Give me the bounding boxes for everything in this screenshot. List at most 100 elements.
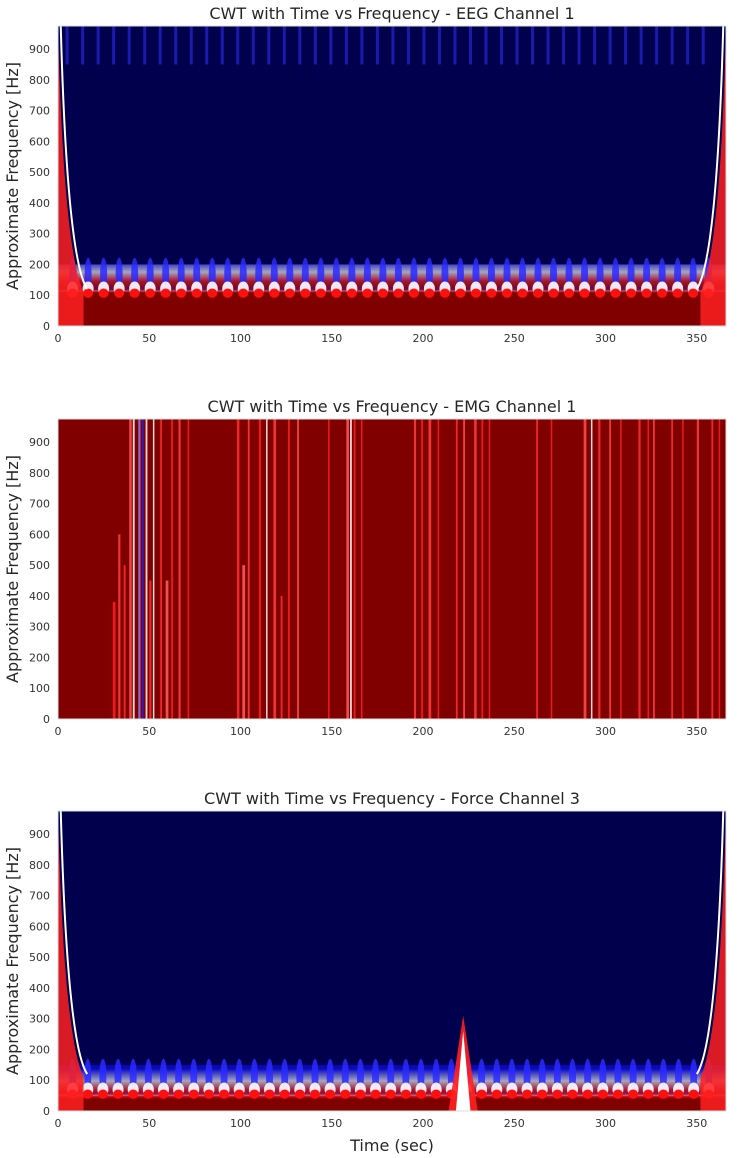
lobe-red: [537, 1089, 548, 1099]
top-column: [437, 26, 441, 65]
streak: [428, 419, 432, 719]
y-tick-label: 700: [29, 890, 50, 903]
lobe-red: [309, 1089, 320, 1099]
streak: [141, 419, 144, 719]
top-column: [500, 26, 504, 65]
y-tick-label: 400: [29, 197, 50, 210]
streak: [160, 419, 163, 719]
top-column: [267, 26, 271, 65]
lobe-red: [672, 288, 683, 298]
lobe-red: [522, 1089, 533, 1099]
lobe-red: [501, 288, 512, 298]
top-column: [127, 26, 131, 65]
lobe-red: [269, 288, 280, 298]
streak: [123, 565, 126, 719]
y-tick-label: 700: [29, 498, 50, 511]
lobe-red: [470, 288, 481, 298]
x-tick-label: 200: [413, 725, 434, 738]
streak: [620, 419, 622, 719]
lobe-red: [626, 288, 637, 298]
lobe-red: [491, 1089, 502, 1099]
y-tick-label: 300: [29, 621, 50, 634]
lobe-red: [476, 1089, 487, 1099]
streak: [129, 419, 132, 719]
lobe-red: [191, 288, 202, 298]
x-tick-label: 300: [595, 1117, 616, 1130]
lobe-red: [346, 288, 357, 298]
lobe-red: [400, 1089, 411, 1099]
heatmap-area: [58, 811, 726, 1111]
x-tick-label: 300: [595, 332, 616, 345]
x-axis-label: Time (sec): [349, 1136, 434, 1155]
streak: [609, 419, 612, 719]
streak: [171, 419, 173, 719]
lobe-red: [160, 288, 171, 298]
lobe-red: [517, 288, 528, 298]
top-column: [313, 26, 317, 65]
lobe-red: [595, 288, 606, 298]
lobe-red: [658, 1089, 669, 1099]
lobe-red: [431, 1089, 442, 1099]
heatmap-transition: [58, 264, 726, 297]
streak: [328, 419, 330, 719]
y-tick-label: 600: [29, 920, 50, 933]
streak: [258, 419, 261, 719]
chart-panel-1: 0 50 100 150 200 250 300 350 0 100 200 300 400 500 600…: [3, 4, 727, 345]
y-tick-label: 300: [29, 228, 50, 241]
x-tick-label: 250: [504, 1117, 525, 1130]
streak: [550, 419, 553, 719]
lobe-red: [439, 288, 450, 298]
lobe-red: [253, 288, 264, 298]
top-column: [344, 26, 348, 65]
streak: [413, 419, 417, 719]
lobe-red: [238, 288, 249, 298]
lobe-red: [548, 288, 559, 298]
heatmap-area: [58, 419, 726, 719]
top-column: [112, 26, 116, 65]
lobe-red: [582, 1089, 593, 1099]
x-tick-label: 0: [55, 725, 62, 738]
top-column: [205, 26, 209, 65]
x-tick-label: 350: [686, 332, 707, 345]
heatmap-upper: [58, 811, 726, 1065]
lobe-red: [610, 288, 621, 298]
streak: [360, 419, 363, 719]
lobe-red: [82, 1089, 93, 1099]
streak: [247, 419, 250, 719]
y-tick-label: 700: [29, 105, 50, 118]
streak: [353, 419, 356, 719]
streak: [638, 419, 641, 719]
y-tick-label: 900: [29, 436, 50, 449]
streak: [421, 419, 424, 719]
streak: [696, 419, 699, 719]
lobe-red: [688, 288, 699, 298]
lobe-red: [506, 1089, 517, 1099]
x-tick-label: 100: [230, 725, 251, 738]
lobe-red: [249, 1089, 260, 1099]
y-tick-label: 200: [29, 651, 50, 664]
x-tick-label: 0: [55, 332, 62, 345]
top-column: [158, 26, 162, 65]
lobe-red: [340, 1089, 351, 1099]
spike-core: [455, 1031, 471, 1111]
x-tick-label: 200: [413, 332, 434, 345]
streak: [437, 419, 440, 719]
y-tick-label: 0: [43, 713, 50, 726]
top-column: [562, 26, 566, 65]
top-column: [624, 26, 628, 65]
streak: [463, 419, 466, 719]
top-column: [96, 26, 100, 65]
top-column: [701, 26, 705, 65]
lobe-red: [176, 288, 187, 298]
top-column: [531, 26, 535, 65]
top-column: [406, 26, 410, 65]
lobe-red: [567, 1089, 578, 1099]
plot-frame: [57, 25, 727, 327]
lobe-red: [222, 288, 233, 298]
edge-right: [700, 26, 726, 326]
lobe-red: [416, 1089, 427, 1099]
streak: [536, 419, 539, 719]
lobe-red: [564, 288, 575, 298]
x-tick-label: 250: [504, 332, 525, 345]
x-tick-label: 250: [504, 725, 525, 738]
